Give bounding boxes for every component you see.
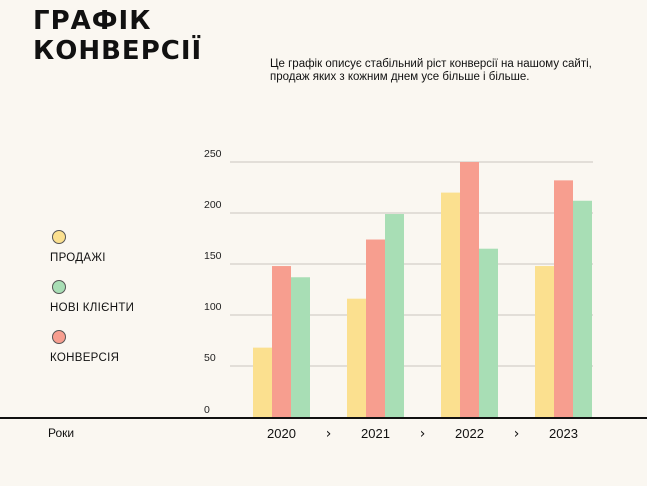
title-line-1: ГРАФІК <box>33 6 152 36</box>
x-tick-label-2021: 2021 <box>361 426 390 441</box>
bar-2023-new-clients <box>573 200 592 417</box>
bar-2021-new-clients <box>385 214 404 417</box>
legend-label-new-clients: НОВІ КЛІЄНТИ <box>50 302 135 314</box>
bar-2022-new-clients <box>479 248 498 417</box>
y-axis-ticks: 0 50 100 150 200 250 <box>204 148 222 416</box>
bar-2023-sales <box>535 266 554 417</box>
y-tick-label-150: 150 <box>204 250 222 262</box>
x-tick-label-2020: 2020 <box>267 426 296 441</box>
bar-2020-sales <box>253 347 272 417</box>
y-tick-label-250: 250 <box>204 148 222 160</box>
y-tick-label-200: 200 <box>204 199 222 211</box>
x-separator-chevron-icon: › <box>514 426 520 442</box>
y-tick-label-100: 100 <box>204 301 222 313</box>
legend-item-new-clients: НОВІ КЛІЄНТИ <box>50 280 190 330</box>
legend-item-sales: ПРОДАЖІ <box>50 230 190 280</box>
bar-2023-conversion <box>554 180 573 417</box>
bar-2021-conversion <box>366 239 385 417</box>
x-separator-chevron-icon: › <box>326 426 332 442</box>
legend-dot-conversion <box>52 330 66 344</box>
legend: ПРОДАЖІ НОВІ КЛІЄНТИ КОНВЕРСІЯ <box>50 230 190 380</box>
bar-2022-conversion <box>460 162 479 417</box>
description-line-1: Це графік описує стабільний ріст конверс… <box>270 58 592 70</box>
legend-dot-new-clients <box>52 280 66 294</box>
y-tick-label-0: 0 <box>204 404 210 416</box>
legend-dot-sales <box>52 230 66 244</box>
x-tick-label-2023: 2023 <box>549 426 578 441</box>
bar-2021-sales <box>347 298 366 417</box>
bars <box>253 162 592 417</box>
x-axis-label: Роки <box>48 426 75 440</box>
y-tick-label-50: 50 <box>204 352 216 364</box>
chart-description: Це графік описує стабільний ріст конверс… <box>270 58 610 84</box>
legend-label-sales: ПРОДАЖІ <box>50 252 106 264</box>
bar-2020-conversion <box>272 266 291 417</box>
legend-item-conversion: КОНВЕРСІЯ <box>50 330 190 380</box>
legend-label-conversion: КОНВЕРСІЯ <box>50 352 120 364</box>
x-tick-label-2022: 2022 <box>455 426 484 441</box>
x-separator-chevron-icon: › <box>420 426 426 442</box>
title-line-2: КОНВЕРСІЇ <box>33 36 203 66</box>
bar-2022-sales <box>441 192 460 417</box>
x-axis: 2020 › 2021 › 2022 › 2023 <box>0 417 647 442</box>
bar-2020-new-clients <box>291 277 310 417</box>
chart-title: ГРАФІК КОНВЕРСІЇ <box>33 6 202 66</box>
description-line-2: продаж яких з кожним днем усе більше і б… <box>270 71 530 83</box>
